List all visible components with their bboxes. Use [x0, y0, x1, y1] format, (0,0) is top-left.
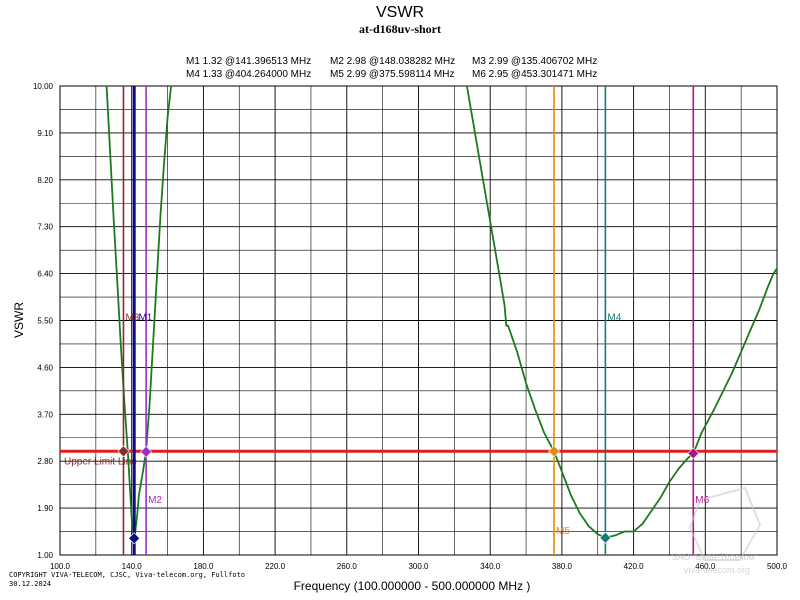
y-tick-label: 10.00 [33, 82, 54, 91]
legend-m4: M4 1.33 @404.264000 MHz [186, 69, 311, 80]
footer-copyright: COPYRIGHT VIVA-TELECOM, CJSC, Viva-telec… [9, 571, 245, 579]
marker-legend: M1 1.32 @141.396513 MHz M2 2.98 @148.038… [186, 56, 597, 80]
x-tick-label: 500.0 [767, 562, 788, 571]
marker-tag-m1: M1 [138, 313, 152, 324]
limit-line-layer: Upper Limit Line [60, 449, 777, 467]
legend-m1: M1 1.32 @141.396513 MHz [186, 56, 311, 67]
y-tick-label: 2.80 [37, 457, 53, 466]
chart-subtitle: at-d168uv-short [359, 22, 441, 36]
y-tick-label: 3.70 [37, 410, 53, 419]
y-tick-label: 8.20 [37, 176, 53, 185]
x-tick-label: 460.0 [695, 562, 716, 571]
marker-point-m5[interactable] [548, 445, 560, 458]
watermark-line1: ЗАО "Вива-Телеком" [672, 552, 758, 562]
marker-tag-m2: M2 [148, 495, 162, 506]
x-tick-label: 300.0 [408, 562, 429, 571]
legend-m2: M2 2.98 @148.038282 MHz [330, 56, 455, 67]
marker-layer: M1 M2 M3 M4 M5 M6 [117, 86, 710, 555]
marker-tag-m6: M6 [695, 495, 709, 506]
marker-point-m3[interactable] [117, 445, 130, 458]
y-tick-label: 9.10 [37, 129, 53, 138]
x-tick-label: 340.0 [480, 562, 501, 571]
x-tick-label: 380.0 [552, 562, 573, 571]
marker-point-m6[interactable] [687, 447, 700, 460]
marker-point-m4[interactable] [599, 531, 612, 544]
marker-point-m1[interactable] [128, 532, 141, 545]
axis-ticks: 100.0 140.0 180.0 220.0 260.0 300.0 340.0 380.0… [33, 82, 788, 571]
marker-tag-m5: M5 [556, 526, 570, 537]
y-tick-label: 7.30 [37, 223, 53, 232]
y-tick-label: 1.90 [37, 504, 53, 513]
footer-date: 30.12.2024 [9, 580, 51, 588]
x-tick-label: 140.0 [122, 562, 143, 571]
vswr-series-line [105, 85, 172, 540]
marker-tag-m3: M3 [125, 313, 139, 324]
x-tick-label: 220.0 [265, 562, 286, 571]
vswr-series-line [466, 85, 778, 539]
watermark-line2: viva-telecom.org [684, 565, 750, 575]
series-layer [105, 85, 778, 540]
y-axis-label: VSWR [12, 302, 26, 338]
grid-lines [60, 86, 777, 555]
upper-limit-label: Upper Limit Line [64, 456, 137, 467]
legend-m6: M6 2.95 @453.301471 MHz [472, 69, 597, 80]
x-tick-label: 420.0 [624, 562, 645, 571]
y-tick-label: 1.00 [37, 551, 53, 560]
x-tick-label: 100.0 [50, 562, 71, 571]
x-tick-label: 180.0 [193, 562, 214, 571]
chart-title: VSWR [376, 4, 424, 21]
x-tick-label: 260.0 [337, 562, 358, 571]
y-tick-label: 4.60 [37, 363, 53, 372]
marker-point-m2[interactable] [140, 445, 153, 458]
x-axis-label: Frequency (100.000000 - 500.000000 MHz ) [294, 579, 531, 593]
watermark-logo-icon [688, 486, 762, 561]
watermark: ЗАО "Вива-Телеком" viva-telecom.org [672, 486, 762, 575]
y-tick-label: 5.50 [37, 317, 53, 326]
marker-tag-m4: M4 [607, 313, 621, 324]
legend-m3: M3 2.99 @135.406702 MHz [472, 56, 597, 67]
legend-m5: M5 2.99 @375.598114 MHz [330, 69, 454, 80]
y-tick-label: 6.40 [37, 270, 53, 279]
